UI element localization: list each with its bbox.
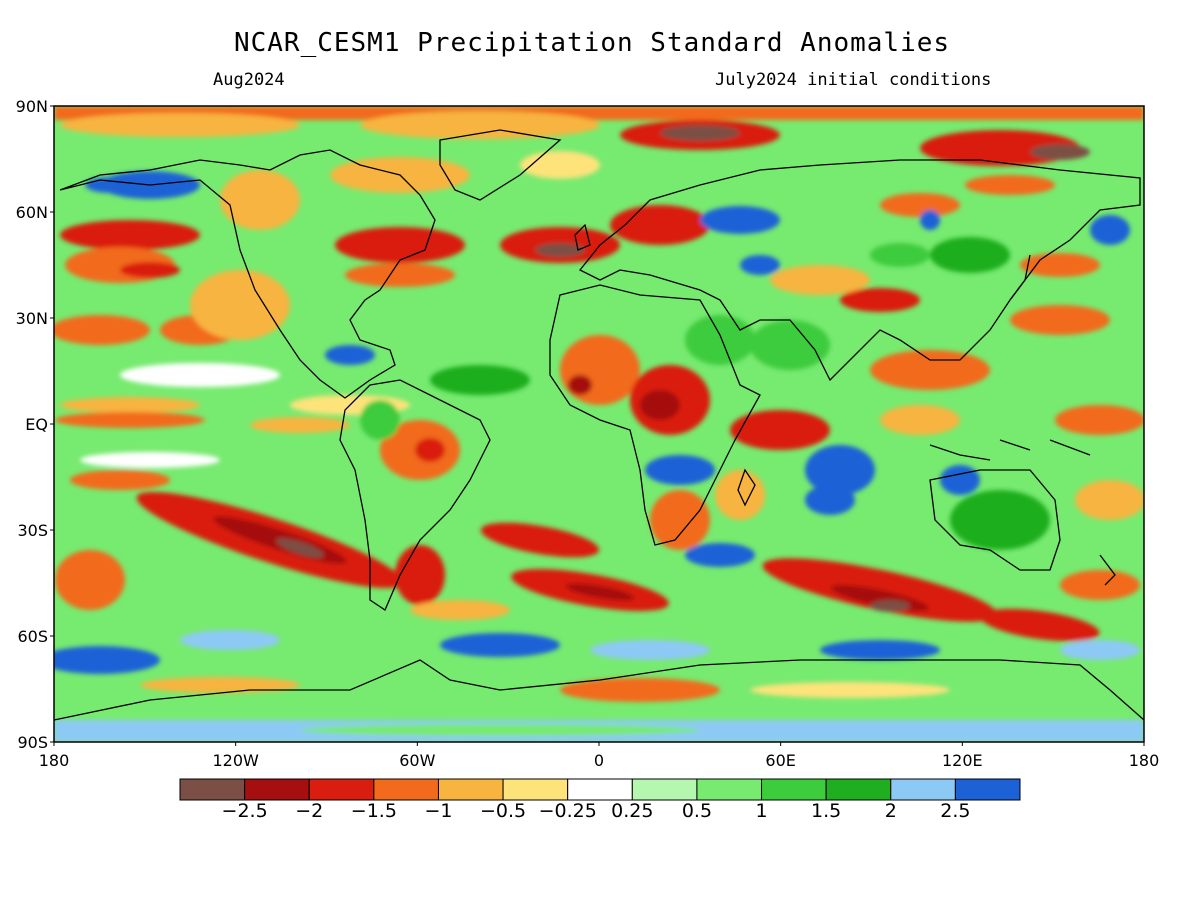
colorbar-swatch xyxy=(954,778,1021,801)
lat-label: 60S xyxy=(17,627,48,646)
colorbar-swatch xyxy=(696,778,763,801)
colorbar-swatch xyxy=(567,778,633,801)
colorbar-swatch xyxy=(502,778,569,801)
lat-label: 90S xyxy=(17,733,48,752)
colorbar-label: −0.25 xyxy=(538,800,597,822)
colorbar-swatch xyxy=(244,778,310,801)
lon-label: 0 xyxy=(594,751,604,770)
colorbar-label: 0.25 xyxy=(611,800,654,822)
colorbar-swatch xyxy=(890,778,956,801)
lon-label: 180 xyxy=(1129,751,1160,770)
lat-label: 60N xyxy=(16,203,48,222)
colorbar-swatch xyxy=(308,778,375,801)
lon-label: 120E xyxy=(942,751,983,770)
colorbar-label: −0.5 xyxy=(479,800,527,822)
colorbar-swatch xyxy=(631,778,698,801)
lat-label: 30N xyxy=(16,309,48,328)
colorbar-swatch xyxy=(437,778,504,801)
anomaly-field xyxy=(54,106,1144,742)
colorbar-label: 1 xyxy=(755,800,768,822)
lon-label: 60E xyxy=(765,751,795,770)
japan-coast xyxy=(1009,254,1031,301)
colorbar-swatch xyxy=(179,778,246,801)
africa-coast xyxy=(549,284,761,546)
coastlines xyxy=(54,129,1144,721)
forecast-month: Aug2024 xyxy=(213,70,285,90)
europe-asia-coast xyxy=(578,159,1141,382)
lat-label: 30S xyxy=(17,521,48,540)
colorbar-label: −2 xyxy=(295,800,324,822)
colorbar-swatch xyxy=(373,778,439,801)
australia-coast xyxy=(929,469,1061,571)
indonesia-coast xyxy=(929,439,1091,461)
lat-label: EQ xyxy=(25,415,48,434)
madagascar-coast xyxy=(737,468,756,507)
lon-label: 120W xyxy=(212,751,259,770)
colorbar xyxy=(179,778,1021,801)
lat-label: 90N xyxy=(16,97,48,116)
colorbar-label: −1 xyxy=(424,800,453,822)
colorbar-label: 1.5 xyxy=(811,800,842,822)
chart-title: NCAR_CESM1 Precipitation Standard Anomal… xyxy=(233,28,951,58)
colorbar-swatch xyxy=(825,778,892,801)
south-america-coast xyxy=(339,379,491,611)
colorbar-label: 2 xyxy=(884,800,897,822)
colorbar-label: 2.5 xyxy=(940,800,971,822)
colorbar-label: 0.5 xyxy=(681,800,713,822)
lon-label: 60W xyxy=(399,751,435,770)
north-america-coast xyxy=(59,149,436,399)
antarctica-coast xyxy=(54,659,1144,721)
colorbar-label: −2.5 xyxy=(221,800,268,822)
british-isles-coast xyxy=(574,223,591,251)
greenland-coast xyxy=(439,129,562,201)
colorbar-label: −1.5 xyxy=(350,800,397,822)
anomaly-blobs xyxy=(54,106,1144,742)
colorbar-swatch xyxy=(761,778,827,801)
initial-conditions: July2024 initial conditions xyxy=(715,70,992,90)
new-zealand-coast xyxy=(1099,554,1116,586)
lon-label: 180 xyxy=(39,751,70,770)
